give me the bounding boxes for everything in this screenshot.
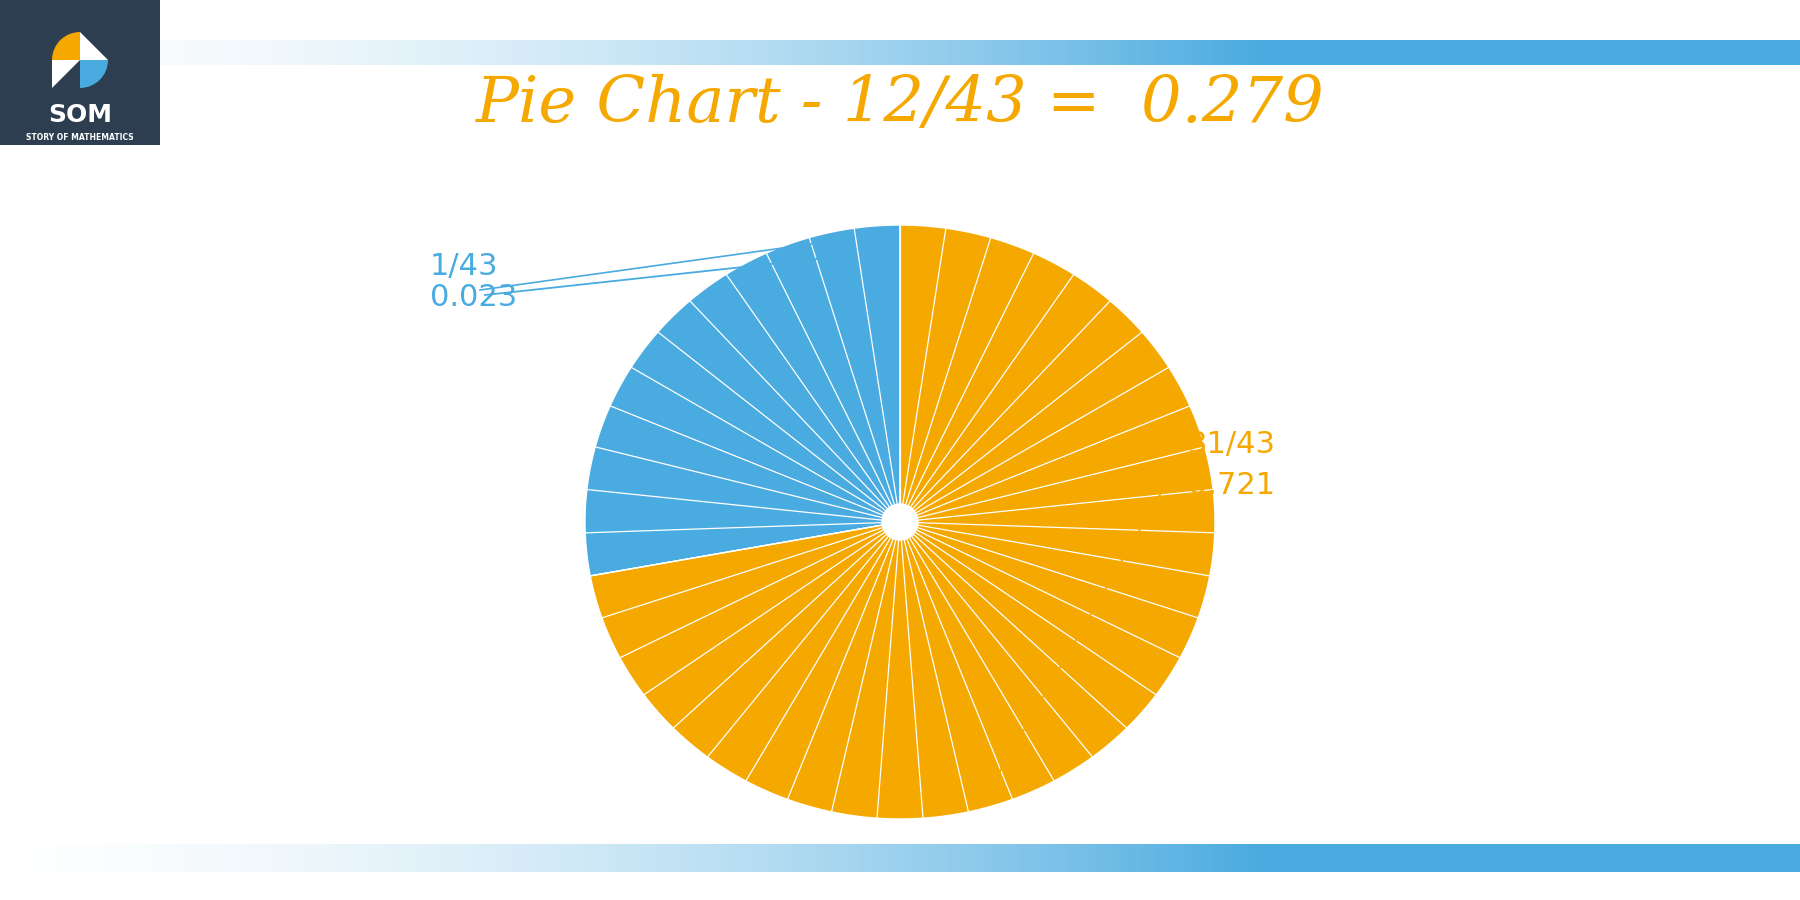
Text: SOM: SOM [49, 103, 112, 127]
Circle shape [882, 504, 918, 540]
Text: 0.721: 0.721 [1188, 471, 1274, 500]
Wedge shape [79, 60, 108, 88]
Polygon shape [79, 32, 108, 60]
Text: 0.023: 0.023 [430, 284, 517, 312]
Text: STORY OF MATHEMATICS: STORY OF MATHEMATICS [27, 133, 133, 142]
Polygon shape [52, 60, 79, 88]
Text: Pie Chart - 12/43 =  0.279: Pie Chart - 12/43 = 0.279 [475, 74, 1325, 136]
Polygon shape [585, 225, 900, 576]
Text: 31/43: 31/43 [1188, 430, 1276, 460]
Text: 1/43: 1/43 [430, 251, 499, 281]
Wedge shape [52, 32, 79, 60]
Polygon shape [590, 225, 1215, 819]
Bar [0, 0, 160, 145]
